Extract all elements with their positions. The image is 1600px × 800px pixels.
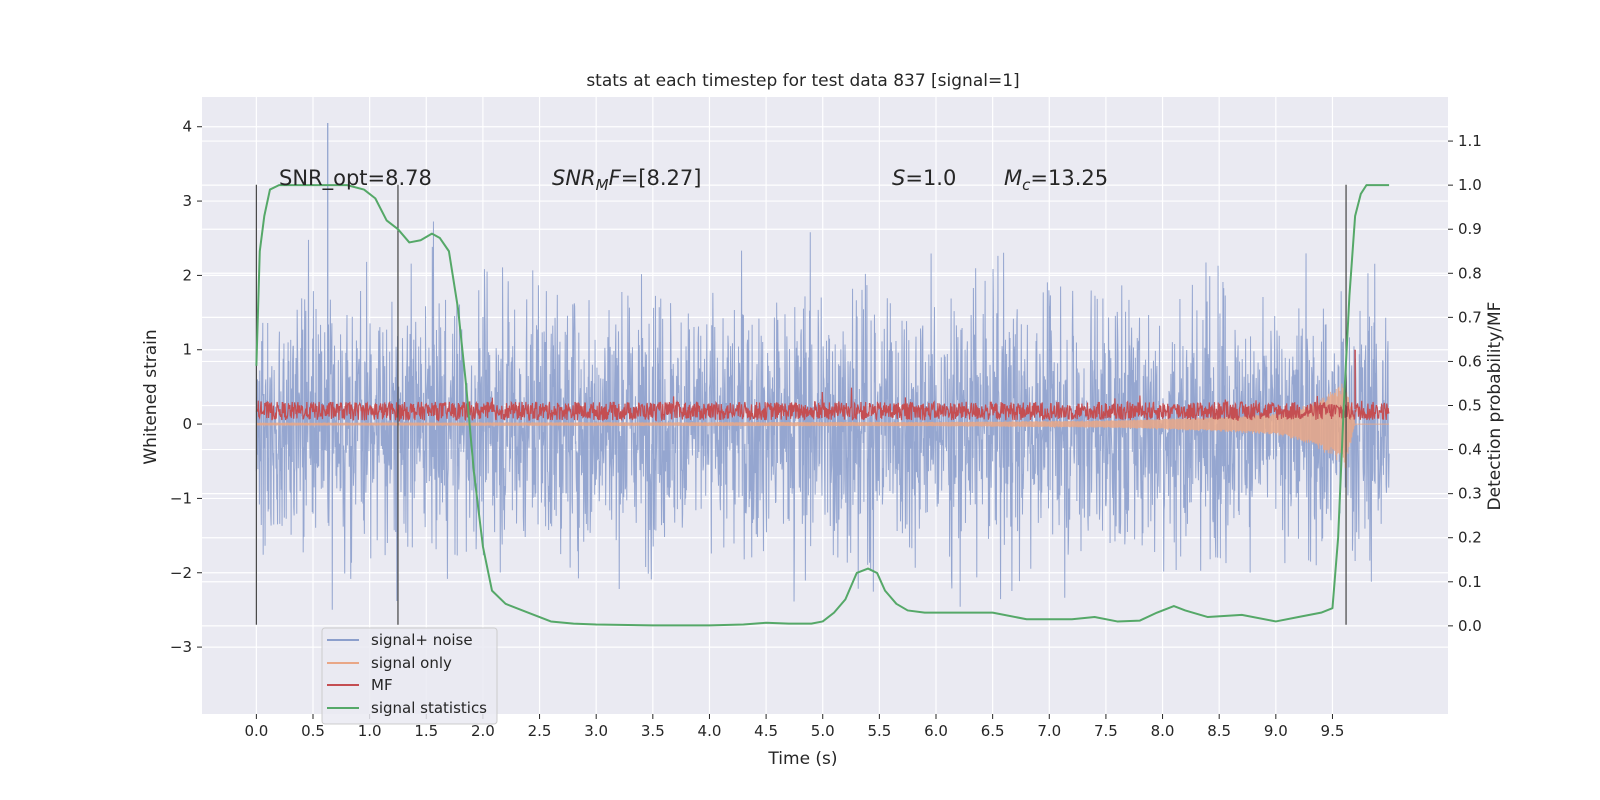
- annotation-snr-mf: SNRMF=[8.27]: [552, 166, 701, 194]
- y2-tick-label: 1.0: [1458, 176, 1482, 194]
- x-tick-label: 8.0: [1151, 722, 1175, 740]
- x-tick-label: 8.5: [1207, 722, 1231, 740]
- y-tick-label: 3: [182, 192, 192, 210]
- y-tick-label: 1: [182, 341, 192, 359]
- y-tick-label: −1: [170, 489, 192, 507]
- y-axis-ticks: −3 −2 −1 0 1 2 3 4: [170, 118, 202, 656]
- x-tick-label: 1.5: [414, 722, 438, 740]
- mf-line: [255, 387, 1390, 423]
- x-tick-label: 9.5: [1321, 722, 1345, 740]
- y2-tick-label: 0.9: [1458, 220, 1482, 238]
- x-tick-label: 7.5: [1094, 722, 1118, 740]
- signal-statistics-line: [255, 184, 1390, 627]
- y-tick-label: 4: [182, 118, 192, 136]
- y2-tick-label: 0.3: [1458, 485, 1482, 503]
- x-tick-label: 3.0: [584, 722, 608, 740]
- x-tick-label: 4.5: [754, 722, 778, 740]
- y2-tick-label: 0.5: [1458, 397, 1482, 415]
- x-tick-label: 2.0: [471, 722, 495, 740]
- vertical-markers: [255, 184, 1347, 625]
- y2-tick-label: 0.0: [1458, 617, 1482, 635]
- grid: [202, 97, 1448, 714]
- x-tick-label: 5.0: [811, 722, 835, 740]
- y-tick-label: 2: [182, 266, 192, 284]
- x-tick-label: 9.0: [1264, 722, 1288, 740]
- annotation-snr-opt: SNR_opt=8.78: [279, 166, 432, 191]
- legend-label-signal-only: signal only: [371, 654, 452, 672]
- x-tick-label: 5.5: [867, 722, 891, 740]
- y-tick-label: −3: [170, 638, 192, 656]
- x-tick-label: 0.0: [244, 722, 268, 740]
- x-tick-label: 3.5: [641, 722, 665, 740]
- x-tick-label: 4.0: [698, 722, 722, 740]
- y-tick-label: −2: [170, 564, 192, 582]
- y2-tick-label: 1.1: [1458, 132, 1482, 150]
- y-tick-label: 0: [182, 415, 192, 433]
- x-tick-label: 6.0: [924, 722, 948, 740]
- chart-title: stats at each timestep for test data 837…: [586, 71, 1019, 91]
- y2-tick-label: 0.8: [1458, 264, 1482, 282]
- y2-tick-label: 0.1: [1458, 573, 1482, 591]
- signal-only-line: [255, 382, 1390, 469]
- y2-tick-label: 0.4: [1458, 441, 1482, 459]
- y2-tick-label: 0.7: [1458, 308, 1482, 326]
- x-axis-ticks: 0.0 0.5 1.0 1.5 2.0 2.5 3.0 3.5 4.0 4.5 5.0 5.5 6.0 6…: [244, 714, 1344, 740]
- legend-label-signal-noise: signal+ noise: [371, 631, 473, 649]
- y-axis-label: Whitened strain: [141, 329, 161, 464]
- x-tick-label: 2.5: [528, 722, 552, 740]
- legend-label-signal-statistics: signal statistics: [371, 699, 487, 717]
- legend: signal+ noise signal only MF signal stat…: [321, 627, 498, 725]
- annotation-mc: Mc=13.25: [1004, 166, 1108, 194]
- y2-tick-label: 0.6: [1458, 352, 1482, 370]
- x-axis-label: Time (s): [767, 749, 837, 769]
- y2-tick-label: 0.2: [1458, 529, 1482, 547]
- annotation-s: S=1.0: [892, 166, 956, 190]
- x-tick-label: 7.0: [1037, 722, 1061, 740]
- y2-axis-label: Detection probability/MF: [1485, 302, 1505, 511]
- x-tick-label: 0.5: [301, 722, 325, 740]
- legend-box: [321, 627, 498, 725]
- series-signal-only: [255, 382, 1390, 469]
- x-tick-label: 6.5: [981, 722, 1005, 740]
- x-tick-label: 1.0: [358, 722, 382, 740]
- series-signal-noise: [255, 123, 1390, 610]
- series-signal-statistics: [255, 184, 1390, 627]
- legend-label-mf: MF: [371, 676, 393, 694]
- y2-axis-ticks: 0.0 0.1 0.2 0.3 0.4 0.5 0.6 0.7 0.8 0.9 1.0 1.1: [1448, 132, 1482, 635]
- signal-noise-line: [255, 221, 1390, 610]
- series-mf: [255, 349, 1390, 423]
